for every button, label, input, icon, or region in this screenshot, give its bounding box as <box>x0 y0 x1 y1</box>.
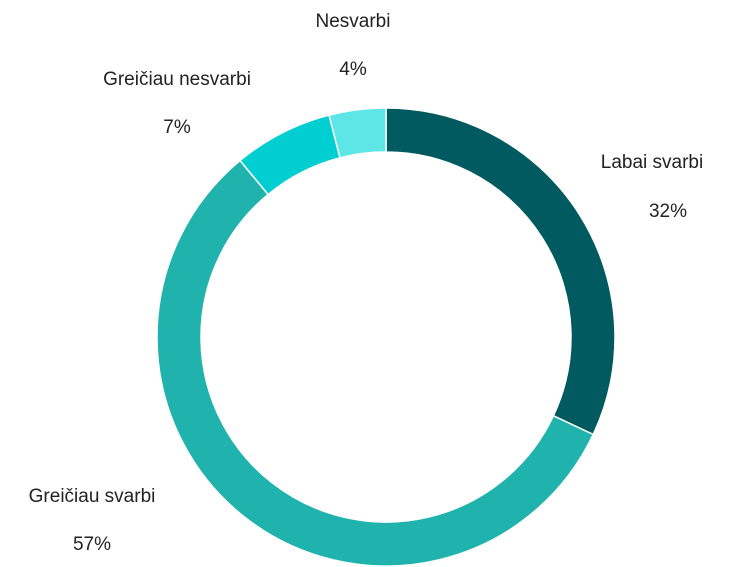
value-label: 7% <box>163 117 191 138</box>
donut-segment <box>328 107 387 159</box>
segment-label: Labai svarbi <box>601 152 703 173</box>
value-label: 4% <box>339 59 367 80</box>
segment-label: Nesvarbi <box>316 11 391 32</box>
donut-segment <box>385 107 616 436</box>
value-label: 57% <box>73 534 111 555</box>
segment-label: Greičiau nesvarbi <box>103 69 251 90</box>
donut-segment <box>156 159 595 567</box>
segment-label: Greičiau svarbi <box>29 486 156 507</box>
value-label: 32% <box>649 201 687 222</box>
